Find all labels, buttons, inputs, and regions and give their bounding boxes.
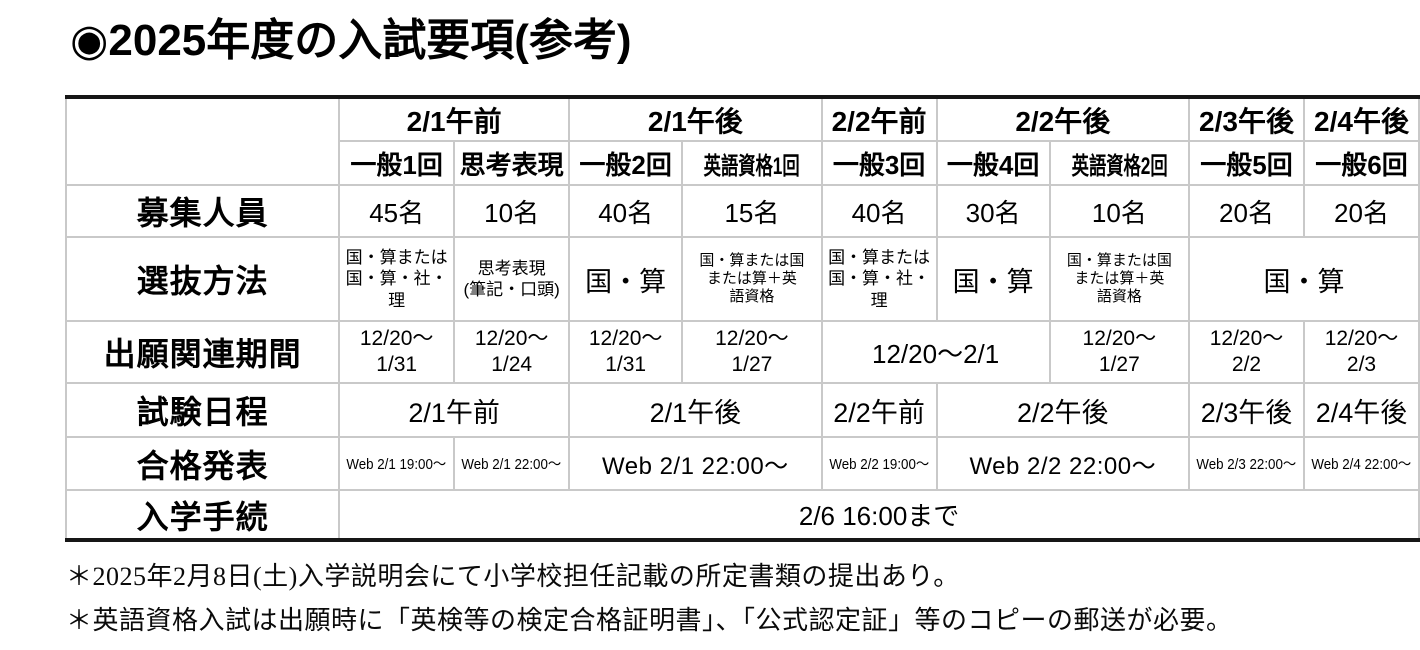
recruit-cell: 10名 [1048,184,1191,238]
schedule-cell: 2/4午後 [1302,382,1420,438]
schedule-cell: 2/1午前 [338,382,571,438]
recruit-cell: 20名 [1302,184,1420,238]
period-cell: 12/20～ 1/24 [453,320,571,384]
recruit-cell: 30名 [935,184,1051,238]
header-session-label: 英語資格2回 [1071,152,1168,180]
announce-cell: Web 2/3 22:00～ [1188,436,1305,491]
selection-cell: 国・算または 国・算・社・理 [338,236,456,322]
announce-cell: Web 2/2 19:00～ [820,436,938,491]
header-date: 2/4午後 [1302,96,1420,142]
header-session: 一般5回 [1188,140,1305,186]
selection-cell: 国・算 [568,236,684,322]
announce-cell: Web 2/1 19:00～ [338,436,456,491]
announce-cell: Web 2/1 22:00～ [568,436,823,491]
header-session: 英語資格2回 [1048,140,1191,186]
row-label: 募集人員 [64,184,341,238]
header-date: 2/1午前 [338,96,571,142]
selection-cell: 国・算 [935,236,1051,322]
schedule-cell: 2/1午後 [568,382,823,438]
announce-text: Web 2/1 19:00～ [346,457,447,473]
period-cell: 12/20～ 1/31 [338,320,456,384]
period-cell: 12/20～2/1 [820,320,1051,384]
selection-cell: 国・算 [1188,236,1420,322]
period-cell: 12/20～ 2/2 [1188,320,1305,384]
period-cell: 12/20～ 1/27 [681,320,823,384]
schedule-cell: 2/2午前 [820,382,938,438]
header-session: 一般6回 [1302,140,1420,186]
row-recruit-numbers: 募集人員 45名 10名 40名 15名 40名 30名 10名 20名 20名 [64,184,1420,238]
header-row-dates: 2/1午前 2/1午後 2/2午前 2/2午後 2/3午後 2/4午後 [64,96,1420,186]
announce-text: Web 2/1 22:00～ [461,457,562,473]
footnote-1: ＊2025年2月8日(土)入学説明会にて小学校担任記載の所定書類の提出あり。 [66,562,960,591]
recruit-cell: 40名 [568,184,684,238]
header-date: 2/3午後 [1188,96,1305,142]
row-label: 試験日程 [64,382,341,438]
header-session-label: 英語資格1回 [703,152,800,180]
row-selection-method: 選抜方法 国・算または 国・算・社・理 思考表現 (筆記・口頭) 国・算 国・算… [64,236,1420,322]
row-label: 合格発表 [64,436,341,491]
period-cell: 12/20～ 2/3 [1302,320,1420,384]
header-session: 英語資格1回 [681,140,823,186]
header-session: 一般3回 [820,140,938,186]
header-date: 2/1午後 [568,96,823,142]
schedule-cell: 2/2午後 [935,382,1191,438]
header-date: 2/2午前 [820,96,938,142]
announce-text: Web 2/3 22:00～ [1196,457,1297,473]
recruit-cell: 45名 [338,184,456,238]
recruit-cell: 10名 [453,184,571,238]
row-label: 選抜方法 [64,236,341,322]
row-enrollment-procedure: 入学手続 2/6 16:00まで [64,489,1420,541]
header-session: 一般4回 [935,140,1051,186]
announce-cell: Web 2/1 22:00～ [453,436,571,491]
selection-cell: 国・算または国 または算＋英 語資格 [681,236,823,322]
announce-cell: Web 2/4 22:00～ [1302,436,1420,491]
period-cell: 12/20～ 1/31 [568,320,684,384]
announce-cell: Web 2/2 22:00～ [935,436,1191,491]
header-session: 一般1回 [338,140,456,186]
row-label: 出願関連期間 [64,320,341,384]
row-label: 入学手続 [64,489,341,541]
corner-cell [64,96,341,186]
selection-cell: 思考表現 (筆記・口頭) [453,236,571,322]
selection-cell: 国・算または 国・算・社・理 [820,236,938,322]
header-row-sessions: 一般1回 思考表現 一般2回 英語資格1回 一般3回 一般4回 英語資格2回 一… [66,140,1420,186]
header-session: 一般2回 [568,140,684,186]
header-date: 2/2午後 [935,96,1191,142]
recruit-cell: 40名 [820,184,938,238]
row-application-period: 出願関連期間 12/20～ 1/31 12/20～ 1/24 12/20～ 1/… [64,320,1420,384]
page-title: ◉2025年度の入試要項(参考) [70,16,632,65]
announce-text: Web 2/4 22:00～ [1311,457,1412,473]
procedure-cell: 2/6 16:00まで [338,489,1420,541]
announce-text: Web 2/2 19:00～ [829,457,930,473]
row-result-announcement: 合格発表 Web 2/1 19:00～ Web 2/1 22:00～ Web 2… [64,436,1420,491]
header-session: 思考表現 [453,140,571,186]
row-exam-schedule: 試験日程 2/1午前 2/1午後 2/2午前 2/2午後 2/3午後 2/4午後 [64,382,1420,438]
recruit-cell: 20名 [1188,184,1305,238]
exam-schedule-table: 2/1午前 2/1午後 2/2午前 2/2午後 2/3午後 2/4午後 一般1回… [64,95,1420,542]
footnote-2: ＊英語資格入試は出願時に「英検等の検定合格証明書」、「公式認定証」等のコピーの郵… [66,606,1233,635]
selection-cell: 国・算または国 または算＋英 語資格 [1048,236,1191,322]
schedule-cell: 2/3午後 [1188,382,1305,438]
recruit-cell: 15名 [681,184,823,238]
period-cell: 12/20～ 1/27 [1048,320,1191,384]
